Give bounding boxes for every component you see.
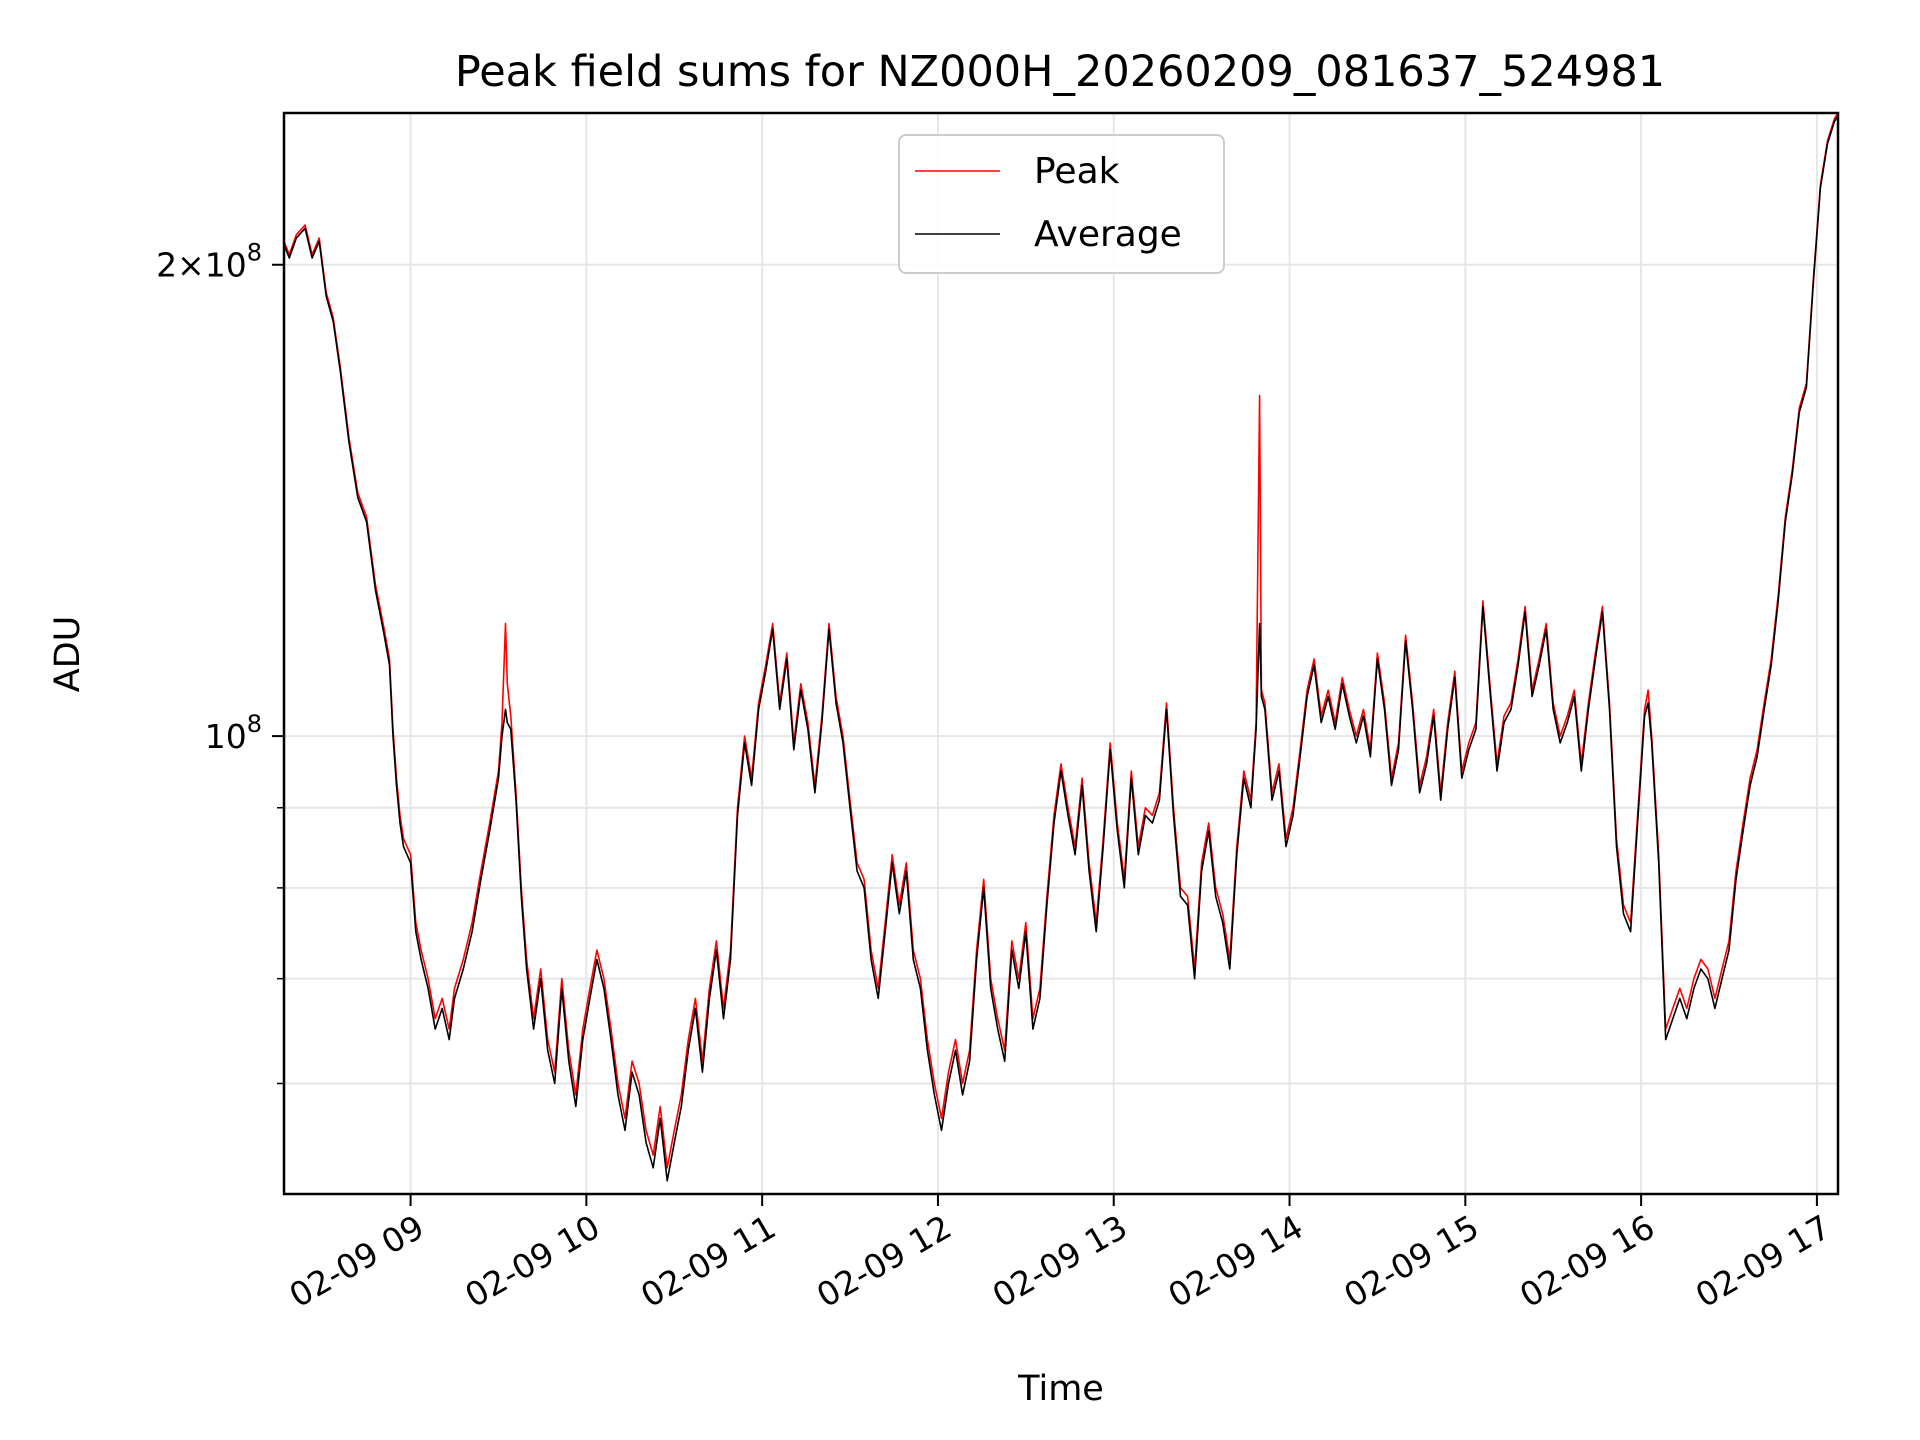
legend-box <box>898 134 1225 274</box>
y-tick-label-base: 10 <box>205 717 247 756</box>
y-tick-label-mantissa: 2× <box>156 246 205 285</box>
legend-label-peak: Peak <box>1034 151 1120 192</box>
x-axis-label: Time <box>1017 1369 1104 1409</box>
legend-label-average: Average <box>1034 214 1182 255</box>
series-layer <box>284 113 1838 1182</box>
series-line-average <box>284 115 1838 1182</box>
y-tick-label: 2×108 <box>156 239 262 285</box>
y-tick-label-exponent: 8 <box>247 710 262 738</box>
legend: Peak Average <box>898 134 1225 274</box>
y-tick-label: 108 <box>205 710 262 756</box>
chart-title: Peak field sums for NZ000H_20260209_0816… <box>455 47 1665 97</box>
y-tick-label-exponent: 8 <box>247 239 262 267</box>
plot-frame <box>282 111 1840 1196</box>
y-tick-label-base: 10 <box>205 246 247 285</box>
y-axis-label: ADU <box>48 616 88 693</box>
